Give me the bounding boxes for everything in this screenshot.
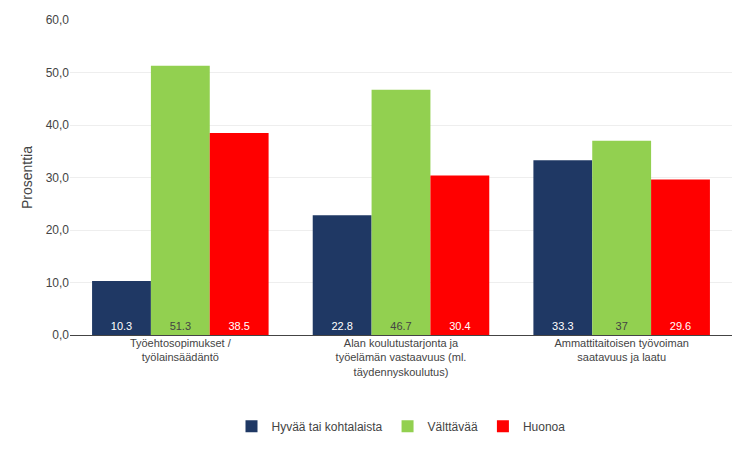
svg-text:46.7: 46.7: [390, 320, 411, 332]
svg-text:0,0: 0,0: [52, 328, 69, 342]
svg-text:Ammattitaitoisen työvoimansaat: Ammattitaitoisen työvoimansaatavuus ja l…: [554, 337, 689, 363]
svg-text:22.8: 22.8: [331, 320, 352, 332]
svg-text:51.3: 51.3: [170, 320, 191, 332]
svg-text:29.6: 29.6: [670, 320, 691, 332]
svg-text:30.4: 30.4: [449, 320, 470, 332]
svg-text:Välttävää: Välttävää: [428, 420, 478, 434]
svg-text:60,0: 60,0: [46, 13, 70, 27]
svg-text:50,0: 50,0: [46, 66, 70, 80]
svg-text:Prosenttia: Prosenttia: [19, 146, 35, 209]
svg-text:Huonoa: Huonoa: [523, 420, 565, 434]
svg-text:30,0: 30,0: [46, 171, 70, 185]
svg-text:Alan koulutustarjonta jatyöelä: Alan koulutustarjonta jatyöelämän vastaa…: [336, 337, 467, 378]
svg-text:Työehtosopimukset /työlainsääd: Työehtosopimukset /työlainsäädäntö: [130, 337, 232, 363]
svg-text:33.3: 33.3: [552, 320, 573, 332]
svg-text:38.5: 38.5: [228, 320, 249, 332]
svg-text:37: 37: [616, 320, 628, 332]
svg-text:10.3: 10.3: [111, 320, 132, 332]
svg-text:10,0: 10,0: [46, 276, 70, 290]
svg-text:40,0: 40,0: [46, 118, 70, 132]
svg-text:Hyvää tai kohtalaista: Hyvää tai kohtalaista: [272, 420, 383, 434]
svg-text:20,0: 20,0: [46, 223, 70, 237]
